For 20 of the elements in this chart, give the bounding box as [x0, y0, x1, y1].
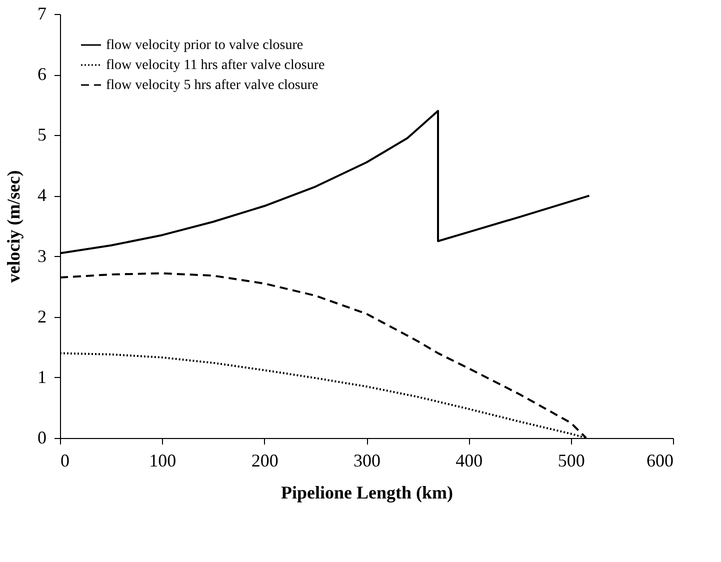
- x-axis-title: Pipelione Length (km): [280, 482, 454, 502]
- y-tick-label: 6: [38, 64, 46, 84]
- y-tick-label: 0: [38, 428, 46, 448]
- x-tick-label: 300: [354, 450, 380, 470]
- y-tick-label: 3: [38, 246, 46, 266]
- y-tick-label: 5: [38, 124, 46, 145]
- y-axis-title: velociy (m/sec): [4, 170, 24, 283]
- x-tick-label: 0: [60, 450, 70, 470]
- y-tick-label: 4: [38, 185, 46, 206]
- y-tick-label: 1: [38, 366, 46, 387]
- x-tick-label: 400: [456, 450, 483, 470]
- x-tick-label: 200: [251, 450, 278, 470]
- x-tick-label: 100: [149, 450, 176, 470]
- y-tick-label: 2: [38, 306, 46, 326]
- x-tick-label: 500: [558, 450, 585, 470]
- y-tick-label: 7: [38, 4, 46, 24]
- legend-label: flow velocity 11 hrs after valve closure: [106, 58, 325, 73]
- x-tick-label: 600: [646, 450, 674, 470]
- legend-label: flow velocity prior to valve closure: [106, 38, 304, 53]
- legend-label: flow velocity 5 hrs after valve closure: [106, 78, 318, 93]
